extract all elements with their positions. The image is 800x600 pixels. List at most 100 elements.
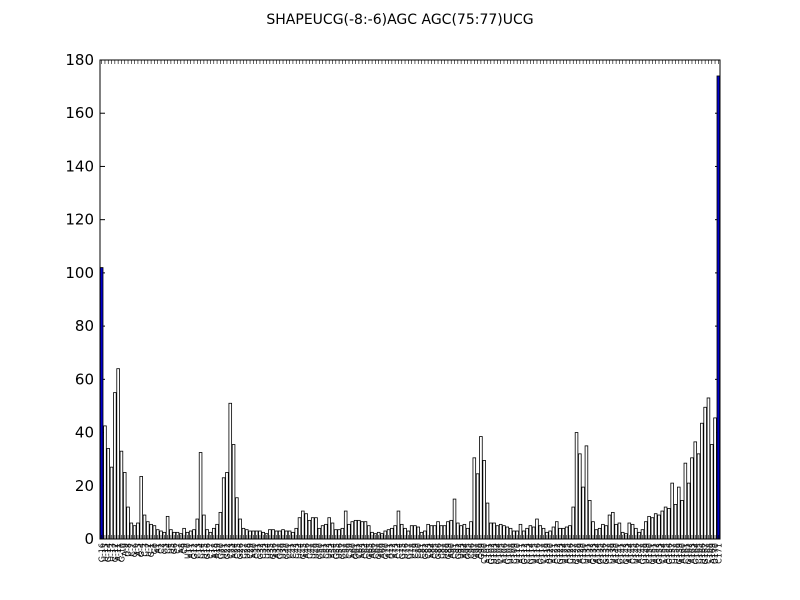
x-tick-label: U170: [711, 543, 720, 564]
x-tick-label: G75: [398, 543, 407, 559]
bar: [343, 510, 348, 540]
x-tick-label: U49: [312, 543, 321, 559]
x-tick-label: A119: [543, 543, 552, 564]
x-tick-label: G141: [615, 543, 624, 564]
x-tick-label: U48: [309, 543, 318, 559]
x-tick-label: A94: [460, 543, 469, 559]
x-tick-label: U76: [401, 543, 410, 559]
x-tick-label: C25: [233, 543, 242, 559]
x-tick-label: C136: [599, 543, 608, 564]
x-tick-label: A155: [662, 543, 671, 564]
y-tick-label: 0: [84, 530, 94, 548]
x-tick-label: C105: [497, 543, 506, 564]
bar: [713, 417, 717, 540]
bar: [472, 457, 477, 540]
bar: [574, 432, 579, 540]
x-tick-label: A-5: [134, 543, 143, 556]
x-tick-label: A116: [533, 543, 542, 564]
x-tick-label: G104: [493, 543, 502, 564]
x-tick-label: G95: [464, 543, 473, 559]
x-tick-label: C83: [424, 543, 433, 559]
x-tick-label: U-13: [108, 543, 117, 562]
x-tick-label: U5: [167, 543, 176, 554]
x-tick-label: C7: [174, 543, 183, 554]
x-tick-label: G36: [269, 543, 278, 559]
bar: [103, 425, 107, 540]
x-tick-label: C161: [681, 543, 690, 564]
y-tick-label: 80: [75, 317, 94, 335]
x-tick-label: C47: [305, 543, 314, 559]
bar: [396, 510, 401, 540]
x-tick-label: G45: [299, 543, 308, 559]
x-tick-label: A-9: [121, 543, 130, 556]
bar: [667, 507, 671, 540]
x-tick-label: G-14: [104, 543, 113, 562]
x-tick-label: C80: [414, 543, 423, 559]
x-tick-label: U131: [582, 543, 591, 564]
x-tick-label: C9: [180, 543, 189, 554]
x-tick-label: C31: [253, 543, 262, 559]
x-tick-label: A8: [177, 543, 186, 554]
x-tick-label: U35: [266, 543, 275, 559]
x-tick-label: G114: [526, 543, 535, 564]
x-tick-label: U108: [507, 543, 516, 564]
x-tick-label: C67: [371, 543, 380, 559]
bar: [228, 402, 233, 540]
x-tick-label: C51: [319, 543, 328, 559]
chart-title: SHAPEUCG(-8:-6)AGC AGC(75:77)UCG: [266, 12, 533, 28]
bar: [126, 506, 130, 540]
x-tick-label: A106: [500, 543, 509, 564]
x-tick-label: C27: [239, 543, 248, 559]
x-tick-label: C157: [668, 543, 677, 564]
x-tick-label: C33: [259, 543, 268, 559]
x-tick-label: U139: [609, 543, 618, 564]
x-tick-label: G97: [470, 543, 479, 559]
x-tick-label: C91: [451, 543, 460, 559]
y-axis: 0 20 40 60 80 100 120 140 160 180: [65, 51, 720, 548]
x-tick-label: C52: [322, 543, 331, 559]
bars: [99, 75, 721, 540]
x-tick-label: U53: [325, 543, 334, 559]
bar: [587, 500, 592, 540]
bar: [690, 457, 694, 540]
x-tick-label: C113: [523, 543, 532, 564]
x-tick-label: U158: [671, 543, 680, 564]
x-tick-label: G112: [520, 543, 529, 564]
x-tick-label: A30: [249, 543, 258, 559]
bar: [673, 504, 678, 540]
x-tick-label: A125: [563, 543, 572, 564]
bar: [693, 441, 698, 540]
x-tick-label: G143: [622, 543, 631, 564]
x-tick-label: A140: [612, 543, 621, 564]
bar: [452, 498, 457, 540]
bar: [663, 506, 668, 540]
x-tick-label: C85: [431, 543, 440, 559]
x-tick-label: C17: [206, 543, 215, 559]
x-tick-label: U-15: [101, 543, 110, 562]
x-tick-label: A132: [586, 543, 595, 564]
x-tick-label: U72: [388, 543, 397, 559]
y-tick-label: 60: [75, 370, 94, 388]
x-tick-label: U110: [513, 543, 522, 564]
x-tick-label: U166: [698, 543, 707, 564]
x-tick-label: A129: [576, 543, 585, 564]
x-tick-label: C171: [714, 543, 723, 564]
x-tick-label: C150: [645, 543, 654, 564]
x-tick-label: G107: [503, 543, 512, 564]
x-tick-label: G153: [655, 543, 664, 564]
x-tick-label: G61: [352, 543, 361, 559]
x-tick-label: A101: [484, 543, 493, 564]
x-tick-label: G148: [639, 543, 648, 564]
bar: [221, 477, 226, 540]
x-tick-label: G38: [276, 543, 285, 559]
x-tick-label: C168: [704, 543, 713, 564]
y-tick-label: 40: [75, 424, 94, 442]
x-tick-label: U124: [559, 543, 568, 564]
bar: [122, 472, 127, 540]
x-tick-label: U115: [530, 543, 539, 564]
x-tick-label: A1: [154, 543, 163, 554]
bar: [670, 482, 674, 540]
x-tick-label: A11: [187, 543, 196, 559]
x-tick-label: C42: [289, 543, 298, 559]
